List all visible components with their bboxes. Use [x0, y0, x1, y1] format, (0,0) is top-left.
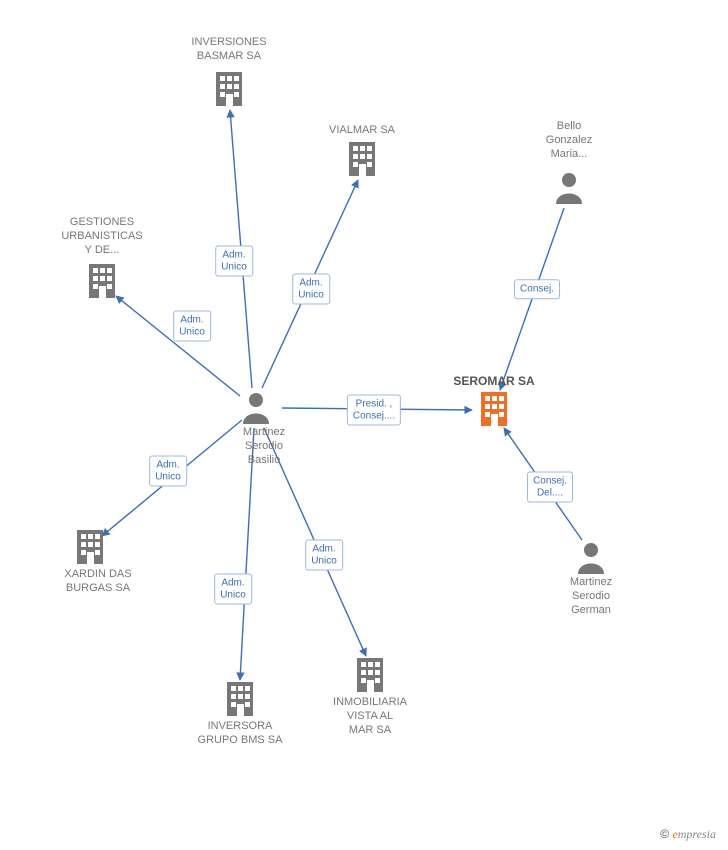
brand-rest: mpresia — [678, 827, 716, 841]
node-label: INVERSORA GRUPO BMS SA — [198, 720, 283, 748]
node-label: Martinez Serodio Basilio — [243, 426, 285, 467]
edge-label: Consej. Del.... — [527, 472, 573, 503]
node-label: INMOBILIARIA VISTA AL MAR SA — [333, 696, 407, 737]
node-label: VIALMAR SA — [329, 124, 395, 138]
person-icon — [243, 393, 269, 424]
company-icon — [357, 658, 383, 692]
copyright-symbol: © — [660, 827, 669, 841]
node-label: INVERSIONES BASMAR SA — [191, 36, 266, 64]
edge-label: Presid. , Consej.... — [347, 395, 401, 426]
person-icon — [578, 543, 604, 574]
node-label: Martinez Serodio German — [570, 576, 612, 617]
edge-label: Adm. Unico — [292, 274, 330, 305]
node-label: Bello Gonzalez Maria... — [546, 120, 592, 161]
node-label: SEROMAR SA — [453, 374, 534, 389]
edge-label: Adm. Unico — [215, 246, 253, 277]
edge-label: Adm. Unico — [149, 456, 187, 487]
copyright-footer: © empresia — [660, 827, 716, 842]
company-icon — [227, 682, 253, 716]
person-icon — [556, 173, 582, 204]
company-icon — [89, 264, 115, 298]
edge-label: Adm. Unico — [305, 540, 343, 571]
company-icon — [481, 392, 507, 426]
node-label: XARDIN DAS BURGAS SA — [64, 568, 131, 596]
company-icon — [216, 72, 242, 106]
node-label: GESTIONES URBANISTICAS Y DE... — [61, 216, 142, 257]
edge — [500, 208, 564, 390]
edge-label: Adm. Unico — [173, 311, 211, 342]
company-icon — [77, 530, 103, 564]
edge-label: Adm. Unico — [214, 574, 252, 605]
edge-label: Consej. — [514, 279, 560, 299]
company-icon — [349, 142, 375, 176]
